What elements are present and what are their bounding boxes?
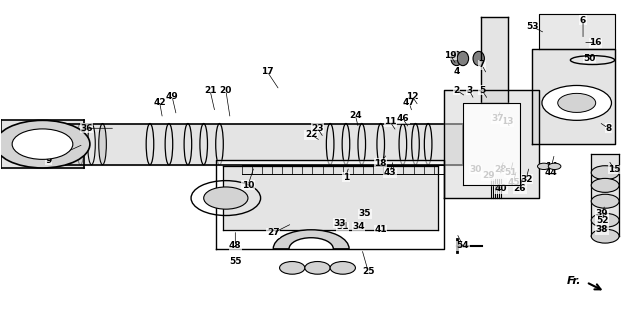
- Text: 20: 20: [220, 86, 232, 95]
- Text: 55: 55: [229, 257, 241, 266]
- Text: 5: 5: [479, 86, 485, 95]
- Text: 21: 21: [204, 86, 217, 95]
- Text: 1: 1: [343, 173, 349, 182]
- Ellipse shape: [451, 51, 462, 66]
- Circle shape: [591, 229, 619, 243]
- Text: 36: 36: [81, 124, 93, 133]
- Circle shape: [542, 85, 612, 120]
- Circle shape: [591, 213, 619, 227]
- Text: 38: 38: [596, 225, 608, 234]
- Text: 28: 28: [495, 165, 507, 174]
- Text: 42: 42: [153, 99, 166, 108]
- Circle shape: [279, 261, 305, 274]
- Text: 47: 47: [403, 99, 415, 108]
- Text: 44: 44: [545, 168, 558, 177]
- Ellipse shape: [77, 124, 84, 165]
- Text: 6: 6: [580, 16, 586, 25]
- Polygon shape: [481, 17, 509, 103]
- Text: 51: 51: [504, 168, 517, 177]
- Text: 25: 25: [362, 267, 374, 276]
- Text: 49: 49: [166, 92, 178, 101]
- Text: Fr.: Fr.: [566, 276, 581, 285]
- Text: 45: 45: [507, 178, 520, 187]
- Text: 15: 15: [608, 165, 621, 174]
- Circle shape: [204, 187, 248, 209]
- Text: 37: 37: [491, 114, 504, 123]
- Text: 4: 4: [453, 67, 460, 76]
- Text: 19: 19: [444, 51, 457, 60]
- Text: 43: 43: [384, 168, 396, 177]
- Circle shape: [591, 194, 619, 208]
- Text: 13: 13: [501, 117, 514, 126]
- Text: 30: 30: [469, 165, 482, 174]
- Text: 18: 18: [375, 159, 387, 168]
- Text: 31: 31: [337, 222, 349, 231]
- Text: 9: 9: [46, 156, 52, 164]
- Text: 16: 16: [589, 38, 602, 47]
- Text: 41: 41: [375, 225, 387, 234]
- Text: 54: 54: [457, 241, 469, 250]
- Text: 3: 3: [466, 86, 472, 95]
- Text: 40: 40: [495, 184, 507, 193]
- Polygon shape: [65, 124, 463, 165]
- Polygon shape: [463, 103, 520, 185]
- Text: 10: 10: [242, 181, 254, 190]
- Text: 46: 46: [396, 114, 409, 123]
- Text: 2: 2: [453, 86, 460, 95]
- Ellipse shape: [537, 163, 550, 170]
- Text: 23: 23: [311, 124, 324, 133]
- Text: 12: 12: [406, 92, 418, 101]
- Polygon shape: [533, 49, 615, 144]
- Text: 14: 14: [545, 162, 558, 171]
- Text: 24: 24: [349, 111, 362, 120]
- Polygon shape: [217, 160, 444, 249]
- Text: 39: 39: [596, 209, 608, 219]
- Text: 8: 8: [605, 124, 612, 133]
- Circle shape: [305, 261, 330, 274]
- Text: 34: 34: [352, 222, 365, 231]
- Text: 26: 26: [514, 184, 526, 193]
- Text: 11: 11: [384, 117, 396, 126]
- Polygon shape: [1, 120, 84, 168]
- Polygon shape: [223, 166, 438, 230]
- Text: 7: 7: [479, 60, 485, 69]
- Text: 50: 50: [583, 54, 596, 63]
- Text: 52: 52: [596, 216, 608, 225]
- Text: 22: 22: [305, 130, 318, 139]
- Ellipse shape: [473, 51, 485, 66]
- Wedge shape: [273, 230, 349, 249]
- Circle shape: [591, 166, 619, 180]
- Polygon shape: [591, 154, 619, 236]
- Ellipse shape: [55, 124, 62, 165]
- Text: 35: 35: [359, 209, 371, 219]
- Text: 29: 29: [482, 172, 495, 180]
- Circle shape: [330, 261, 356, 274]
- Circle shape: [558, 93, 596, 112]
- Polygon shape: [538, 14, 615, 49]
- Text: 32: 32: [520, 174, 532, 184]
- Text: 53: 53: [526, 22, 538, 31]
- Text: 33: 33: [333, 219, 346, 228]
- Text: 48: 48: [229, 241, 242, 250]
- Ellipse shape: [99, 124, 106, 165]
- Polygon shape: [444, 90, 538, 198]
- Circle shape: [12, 129, 73, 159]
- Ellipse shape: [457, 51, 469, 66]
- Circle shape: [0, 120, 90, 168]
- Ellipse shape: [548, 163, 561, 170]
- Text: 17: 17: [260, 67, 273, 76]
- Circle shape: [591, 178, 619, 192]
- Text: 27: 27: [267, 228, 279, 237]
